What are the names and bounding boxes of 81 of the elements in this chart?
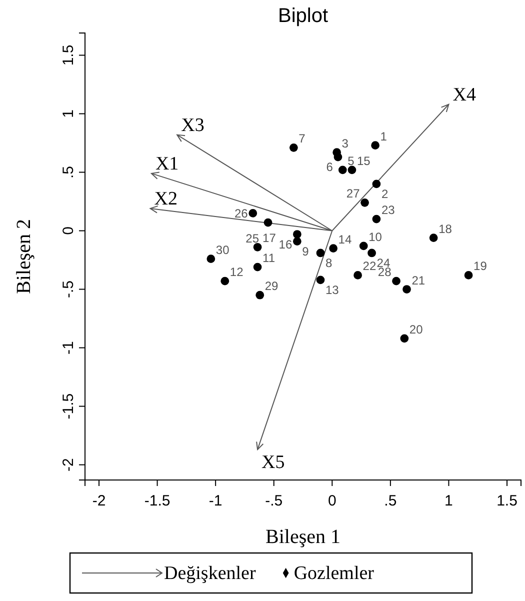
annotation: 21 — [412, 273, 426, 288]
point — [348, 166, 356, 174]
annotation: X1 — [155, 153, 179, 174]
annotation: 9 — [302, 244, 310, 258]
y-tick-label: .5 — [60, 166, 77, 179]
point — [429, 234, 438, 242]
annotation: 17 — [262, 231, 276, 246]
point — [289, 144, 298, 152]
annotation: 12 — [230, 265, 244, 280]
x-tick-label: -1 — [208, 492, 222, 510]
point — [253, 242, 262, 252]
annotation: 23 — [381, 203, 396, 218]
annotation: X5 — [262, 452, 285, 473]
point — [316, 248, 325, 258]
point — [329, 244, 338, 252]
annotation: 2 — [381, 186, 388, 201]
annotation: X2 — [154, 188, 178, 210]
annotation: 22 — [362, 259, 376, 274]
x-tick-label: 0 — [328, 492, 336, 510]
annotation: 19 — [474, 259, 488, 274]
point — [264, 218, 272, 227]
y-axis-title: Bileşen 2 — [13, 219, 35, 294]
point — [372, 180, 381, 188]
point — [248, 209, 258, 218]
annotation: 14 — [338, 232, 352, 246]
legend-label: Gozlemler — [294, 563, 375, 584]
y-tick-label: -2 — [60, 458, 77, 472]
annotation: 18 — [438, 222, 452, 236]
annotation: 7 — [298, 132, 306, 146]
x-tick-label: -2 — [92, 492, 106, 510]
x-tick-label: -1.5 — [144, 492, 170, 510]
point — [402, 285, 411, 294]
annotation: 5 — [348, 154, 355, 168]
annotation: 6 — [326, 160, 334, 174]
legend-label: Değişkenler — [164, 563, 256, 584]
point — [220, 276, 230, 286]
point — [292, 230, 302, 238]
x-tick-label: 1 — [444, 492, 453, 510]
chart-title: Biplot — [278, 5, 328, 27]
annotation: 20 — [409, 322, 424, 336]
annotation: 27 — [346, 186, 360, 201]
point — [360, 198, 369, 207]
point — [368, 248, 376, 258]
annotation: X3 — [181, 114, 204, 136]
point — [256, 290, 264, 300]
annotation: 1 — [380, 129, 388, 144]
y-tick-label: 0 — [60, 226, 77, 235]
point — [400, 334, 409, 343]
annotation: 13 — [325, 282, 340, 297]
point — [316, 276, 325, 284]
x-tick-label: 1.5 — [496, 492, 518, 510]
y-tick-label: 1.5 — [60, 44, 77, 66]
annotation: 30 — [216, 242, 230, 257]
point — [354, 271, 362, 280]
annotation: 3 — [342, 136, 349, 150]
y-tick-label: -.5 — [60, 280, 77, 298]
annotation: 26 — [234, 206, 248, 221]
x-tick-label: -.5 — [265, 492, 283, 510]
point — [359, 242, 368, 250]
annotation: 29 — [264, 279, 279, 294]
y-tick-label: -1.5 — [60, 393, 77, 420]
point — [371, 141, 380, 150]
x-tick-label: .5 — [384, 492, 397, 510]
point — [292, 237, 302, 246]
annotation: 16 — [278, 237, 292, 252]
point — [253, 262, 262, 272]
annotation: 25 — [246, 232, 260, 246]
annotation: 11 — [262, 251, 276, 266]
annotation: 8 — [325, 256, 332, 270]
x-axis-title: Bileşen 1 — [266, 526, 340, 548]
point — [338, 166, 347, 174]
y-tick-label: 1 — [60, 110, 77, 118]
point — [392, 276, 400, 286]
point — [372, 214, 381, 224]
annotation: 10 — [368, 230, 382, 244]
annotation: 15 — [356, 154, 371, 168]
point — [464, 271, 473, 280]
annotation: X4 — [452, 84, 476, 106]
point — [206, 254, 216, 264]
y-tick-label: -1 — [60, 341, 77, 354]
point — [334, 152, 342, 162]
